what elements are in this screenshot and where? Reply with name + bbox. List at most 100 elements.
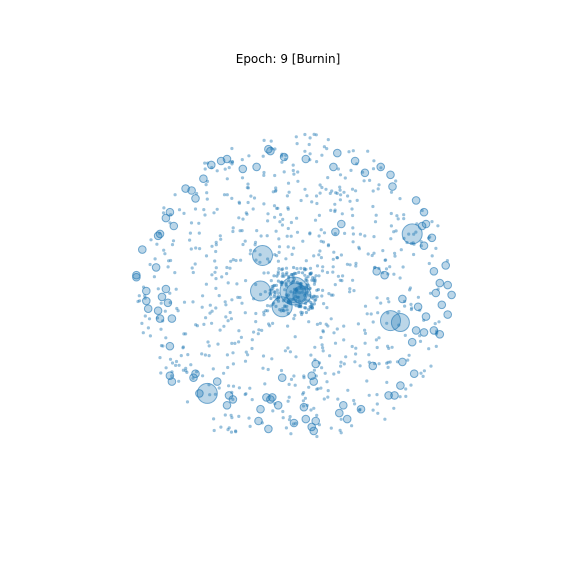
small-node bbox=[344, 355, 348, 359]
small-node bbox=[338, 185, 342, 189]
small-node bbox=[371, 408, 375, 412]
small-node bbox=[321, 346, 325, 350]
medium-node bbox=[380, 270, 389, 280]
small-node bbox=[333, 341, 338, 345]
small-node bbox=[267, 322, 271, 326]
small-node bbox=[231, 397, 235, 401]
small-node bbox=[315, 434, 319, 439]
small-node bbox=[177, 379, 181, 383]
small-node bbox=[338, 188, 342, 192]
small-node bbox=[328, 191, 332, 195]
small-node bbox=[333, 202, 337, 206]
small-node bbox=[318, 249, 322, 253]
small-node bbox=[286, 399, 290, 403]
small-node bbox=[428, 235, 432, 239]
small-node bbox=[213, 392, 217, 396]
small-node bbox=[404, 387, 408, 391]
small-node bbox=[289, 290, 293, 294]
small-node bbox=[155, 242, 159, 246]
small-node bbox=[409, 383, 413, 387]
medium-node bbox=[279, 152, 289, 162]
small-node bbox=[351, 278, 355, 282]
small-node bbox=[312, 282, 316, 286]
small-node bbox=[249, 248, 253, 252]
small-node bbox=[407, 232, 411, 236]
small-node bbox=[348, 287, 352, 291]
small-node bbox=[339, 417, 343, 421]
small-node bbox=[383, 258, 387, 262]
small-node bbox=[223, 167, 227, 171]
small-node bbox=[320, 269, 325, 273]
medium-node bbox=[142, 296, 151, 306]
small-node bbox=[206, 340, 210, 344]
small-node bbox=[245, 186, 249, 190]
small-node bbox=[285, 234, 289, 238]
medium-node bbox=[419, 207, 429, 217]
small-node bbox=[231, 362, 235, 366]
small-node bbox=[280, 223, 284, 227]
medium-node bbox=[307, 422, 317, 432]
small-node bbox=[311, 276, 315, 280]
small-node bbox=[274, 186, 278, 190]
small-node bbox=[262, 271, 266, 275]
small-node bbox=[342, 190, 346, 194]
small-node bbox=[365, 379, 369, 383]
small-node bbox=[219, 237, 223, 241]
small-node bbox=[302, 391, 306, 395]
small-node bbox=[328, 354, 332, 358]
small-node bbox=[357, 245, 361, 249]
small-node bbox=[331, 270, 335, 274]
small-node bbox=[383, 417, 387, 421]
small-node bbox=[339, 360, 343, 364]
small-node bbox=[376, 311, 380, 315]
small-node bbox=[248, 252, 252, 256]
small-node bbox=[377, 362, 381, 366]
small-node bbox=[377, 183, 381, 187]
small-node bbox=[268, 304, 273, 308]
small-node bbox=[410, 306, 414, 310]
small-node bbox=[182, 300, 187, 304]
small-node bbox=[325, 306, 329, 310]
small-node bbox=[299, 266, 303, 270]
small-node bbox=[353, 402, 357, 406]
small-node bbox=[279, 368, 284, 373]
small-node bbox=[234, 430, 238, 434]
small-node bbox=[281, 409, 285, 414]
small-node bbox=[185, 370, 189, 374]
small-node bbox=[294, 421, 298, 425]
small-node bbox=[213, 270, 217, 274]
small-node bbox=[223, 300, 227, 304]
small-node bbox=[243, 311, 247, 315]
medium-node bbox=[311, 359, 321, 369]
small-node bbox=[389, 211, 393, 216]
small-node bbox=[352, 289, 356, 293]
small-node bbox=[256, 332, 260, 336]
small-node bbox=[373, 220, 378, 224]
small-node bbox=[216, 342, 220, 346]
small-node bbox=[389, 190, 394, 194]
small-node bbox=[237, 201, 242, 205]
small-node bbox=[235, 282, 239, 286]
small-node bbox=[331, 293, 335, 297]
medium-node bbox=[301, 154, 311, 164]
small-node bbox=[386, 344, 390, 348]
small-node bbox=[214, 240, 218, 244]
small-node bbox=[286, 181, 291, 185]
small-node bbox=[244, 279, 248, 283]
small-node bbox=[326, 389, 330, 393]
small-node bbox=[218, 234, 222, 238]
small-node bbox=[288, 350, 292, 354]
small-node bbox=[213, 259, 217, 263]
small-node bbox=[197, 221, 201, 225]
small-node bbox=[333, 283, 337, 287]
small-node bbox=[229, 413, 233, 417]
small-node bbox=[319, 228, 323, 232]
small-node bbox=[195, 324, 199, 328]
small-node bbox=[314, 274, 318, 278]
small-node bbox=[286, 245, 290, 249]
small-node bbox=[258, 260, 262, 264]
small-node bbox=[416, 295, 420, 299]
medium-node bbox=[435, 278, 445, 288]
small-node bbox=[386, 365, 390, 369]
small-node bbox=[287, 190, 291, 194]
